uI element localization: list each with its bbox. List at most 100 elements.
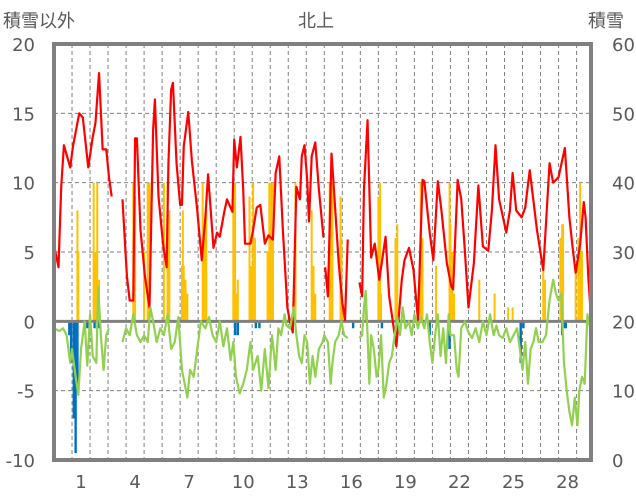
right-axis-title: 積雪 (588, 11, 624, 32)
blue-bar (519, 321, 522, 363)
blue-bar (258, 321, 261, 329)
x-tick-label: 28 (556, 472, 579, 493)
chart-title: 北上 (298, 11, 334, 32)
right-tick-label: 20 (612, 312, 635, 333)
green-series-line (53, 285, 110, 396)
orange-bar (134, 196, 137, 322)
right-tick-label: 0 (612, 451, 623, 472)
blue-bar (522, 321, 525, 329)
orange-bar (394, 238, 397, 322)
orange-bar (329, 182, 332, 322)
x-tick-label: 7 (183, 472, 194, 493)
orange-bar (559, 238, 562, 322)
blue-bar (76, 321, 79, 384)
blue-bar (68, 321, 71, 336)
blue-bar (428, 321, 431, 336)
left-tick-label: 20 (12, 35, 35, 56)
orange-bar (205, 210, 208, 322)
orange-bar (266, 252, 269, 322)
left-tick-label: 5 (24, 243, 35, 264)
blue-bar (236, 321, 240, 336)
orange-bar (580, 252, 583, 322)
orange-bar (232, 182, 235, 322)
x-tick-label: 16 (340, 472, 363, 493)
orange-bar (453, 293, 456, 322)
x-tick-label: 25 (502, 472, 525, 493)
right-tick-label: 10 (612, 382, 635, 403)
blue-bar (93, 321, 96, 329)
orange-bar (542, 265, 545, 322)
orange-bar (377, 196, 380, 322)
blue-bar (564, 321, 567, 329)
orange-bar (96, 182, 99, 322)
orange-bar (493, 293, 496, 322)
orange-bar (511, 307, 514, 322)
orange-bar (380, 293, 383, 322)
orange-bar (544, 279, 547, 322)
orange-bar (478, 279, 481, 322)
orange-bar (186, 293, 189, 322)
orange-bar (421, 238, 424, 322)
red-series-line (324, 152, 349, 322)
orange-bar (435, 265, 438, 322)
orange-bar (574, 265, 577, 322)
x-tick-label: 22 (448, 472, 471, 493)
blue-bar (380, 321, 384, 329)
blue-bar (233, 321, 237, 336)
plot-frame (52, 42, 593, 462)
orange-bar (234, 182, 237, 322)
blue-bar (74, 321, 77, 454)
orange-bar (182, 265, 185, 322)
orange-bar (310, 210, 313, 322)
orange-bar (314, 293, 317, 322)
orange-bar (396, 224, 399, 322)
blue-bar (254, 321, 258, 329)
orange-bar (507, 307, 510, 322)
left-tick-label: -10 (6, 451, 35, 472)
green-series-line (358, 278, 592, 427)
orange-bar (270, 182, 273, 322)
blue-bar (86, 321, 89, 329)
blue-bar (351, 321, 355, 329)
right-tick-label: 40 (612, 174, 635, 195)
x-tick-label: 13 (286, 472, 309, 493)
orange-bar (203, 238, 206, 322)
x-tick-label: 19 (394, 472, 417, 493)
left-tick-label: 0 (24, 312, 35, 333)
right-tick-label: 60 (612, 35, 635, 56)
orange-bar (248, 196, 251, 322)
orange-bar (77, 252, 80, 322)
orange-bar (146, 182, 149, 322)
orange-bar (271, 182, 274, 322)
orange-bar (181, 210, 184, 322)
left-axis-title: 積雪以外 (3, 11, 75, 32)
blue-bar (97, 321, 101, 329)
orange-bar (92, 182, 95, 322)
left-tick-label: -5 (17, 382, 35, 403)
orange-bar (449, 224, 452, 322)
orange-bar (331, 182, 334, 322)
x-tick-label: 10 (232, 472, 255, 493)
right-tick-label: 30 (612, 243, 635, 264)
orange-bar (579, 182, 582, 322)
orange-bar (253, 238, 256, 322)
red-series-line (52, 72, 113, 269)
orange-bar (312, 265, 315, 322)
green-series-line (121, 306, 349, 399)
orange-bar (168, 210, 171, 322)
orange-bar (143, 252, 146, 322)
right-tick-label: 50 (612, 104, 635, 125)
red-series-line (358, 119, 593, 348)
orange-bar (340, 238, 343, 322)
x-tick-label: 4 (129, 472, 140, 493)
x-tick-label: 1 (75, 472, 86, 493)
orange-bar (236, 279, 239, 322)
orange-bar (252, 182, 255, 322)
orange-bar (184, 279, 187, 322)
orange-bar (94, 252, 97, 322)
red-series-line (121, 81, 325, 334)
orange-bar (148, 182, 151, 322)
orange-bar (577, 238, 580, 322)
orange-bar (268, 182, 271, 322)
